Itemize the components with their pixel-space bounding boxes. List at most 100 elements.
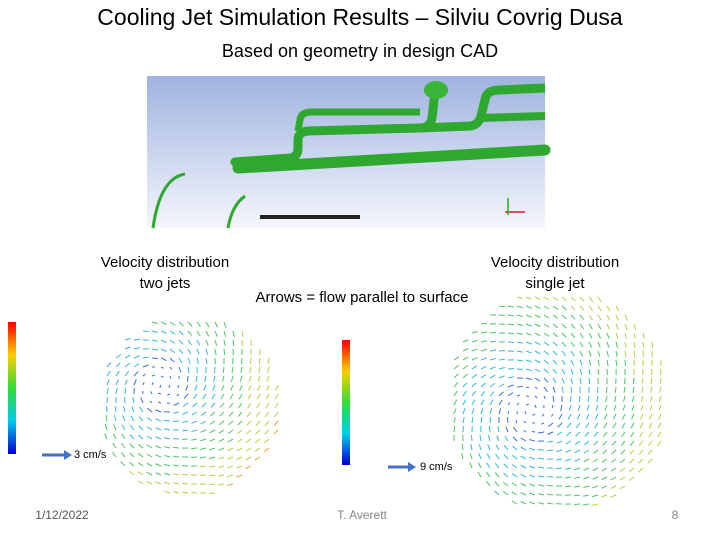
flow-arrow [620, 477, 625, 480]
flow-arrow [202, 403, 206, 407]
flow-arrow [471, 444, 472, 450]
flow-arrow [547, 432, 553, 434]
flow-arrow [648, 450, 652, 455]
flow-arrow [557, 432, 562, 435]
flow-arrow [490, 358, 496, 360]
flow-arrow [529, 457, 535, 459]
flow-arrow [614, 405, 616, 411]
flow-arrow [607, 324, 610, 329]
flow-arrow [472, 374, 477, 378]
flow-arrow [612, 441, 616, 445]
flow-arrow [592, 495, 598, 497]
flow-arrow [602, 459, 607, 462]
flow-arrow [538, 494, 544, 495]
flow-arrow [274, 421, 278, 426]
flow-arrow [624, 387, 625, 393]
flow-arrow [526, 351, 532, 353]
flow-arrow [209, 475, 215, 476]
cad-image [147, 76, 545, 228]
flow-arrow [620, 459, 625, 463]
flow-arrow [569, 405, 571, 411]
flow-arrow [231, 385, 233, 391]
flow-arrow [517, 351, 523, 352]
flow-arrow [622, 423, 625, 428]
flow-arrow [598, 369, 599, 375]
flow-arrow [232, 367, 233, 373]
flow-arrow [478, 472, 481, 477]
flow-arrow [130, 434, 134, 439]
flow-arrow [499, 315, 505, 316]
flow-arrow [479, 453, 481, 459]
flow-arrow [643, 342, 644, 348]
flow-arrow [584, 450, 589, 453]
flow-arrow [113, 434, 116, 439]
flow-arrow [649, 432, 652, 437]
flow-arrow [237, 430, 242, 434]
flow-arrow [454, 374, 458, 378]
flow-arrow [188, 340, 191, 345]
flow-arrow [481, 332, 487, 333]
flow-arrow [209, 484, 215, 485]
flow-arrow [472, 408, 474, 414]
flow-arrow [598, 342, 600, 348]
flow-arrow [639, 450, 643, 454]
flow-arrow [256, 430, 260, 434]
flow-arrow [508, 342, 514, 343]
flow-arrow [574, 468, 580, 470]
flow-arrow [155, 446, 161, 448]
flow-arrow [138, 472, 143, 475]
flow-arrow [486, 472, 490, 477]
flow-arrow [236, 475, 242, 477]
flow-arrow [499, 350, 505, 351]
flow-arrow [150, 401, 152, 403]
flow-arrow [603, 432, 607, 437]
flow-arrow [547, 494, 553, 495]
flow-arrow [255, 448, 260, 451]
flow-arrow [228, 430, 233, 433]
flow-arrow [559, 414, 562, 419]
flow-arrow [503, 491, 508, 495]
flow-arrow [604, 414, 607, 419]
flow-arrow [597, 396, 598, 402]
flow-arrow [521, 447, 526, 450]
flow-arrow [592, 486, 598, 488]
flow-arrow [583, 504, 589, 505]
flow-arrow [463, 391, 466, 396]
flow-arrow [605, 405, 607, 411]
flow-arrow [222, 385, 224, 391]
flow-arrow [164, 429, 170, 430]
flow-arrow [571, 387, 572, 393]
flow-arrow [517, 315, 523, 317]
flow-arrow [488, 435, 490, 441]
flow-arrow [184, 394, 188, 399]
flow-arrow [562, 360, 565, 365]
flow-arrow [250, 367, 251, 373]
flow-arrow [167, 394, 170, 395]
flow-arrow [215, 331, 217, 337]
flow-arrow [238, 412, 242, 417]
flow-arrow [630, 450, 634, 454]
flow-arrow [583, 468, 589, 470]
flow-arrow [147, 463, 152, 466]
flow-arrow [481, 358, 487, 360]
flow-arrow [134, 372, 138, 376]
flow-arrow [584, 441, 589, 445]
flow-arrow [565, 450, 571, 452]
flow-arrow [639, 459, 643, 463]
flow-arrow [161, 340, 166, 342]
flow-arrow [508, 385, 514, 387]
flow-arrow [583, 486, 589, 488]
flow-arrow [463, 374, 467, 378]
flow-arrow [631, 432, 634, 437]
flow-arrow [197, 349, 199, 355]
flow-arrow [206, 340, 208, 346]
flow-arrow [152, 375, 155, 376]
flow-arrow [507, 417, 508, 423]
flow-arrow [574, 504, 580, 505]
flow-arrow [508, 368, 514, 369]
flow-arrow [125, 371, 129, 376]
panel-label: Velocity distribution [101, 254, 229, 271]
flow-arrow [488, 444, 490, 450]
flow-arrow [544, 369, 548, 373]
flow-arrow [134, 364, 139, 367]
